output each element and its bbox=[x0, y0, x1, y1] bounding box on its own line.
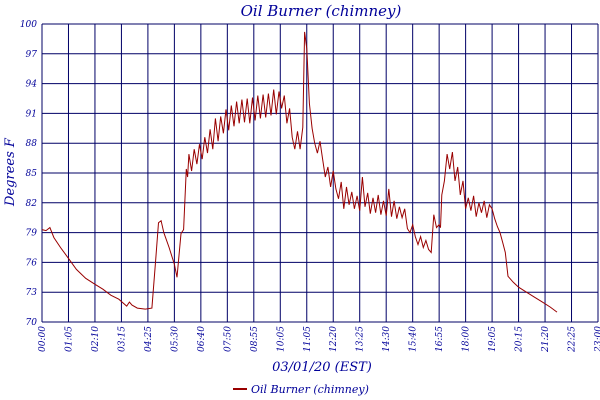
x-tick-label: 02:10 bbox=[91, 326, 101, 352]
x-tick-label: 16:55 bbox=[435, 326, 445, 352]
x-tick-label: 18:00 bbox=[462, 326, 472, 352]
y-tick-label: 82 bbox=[26, 199, 38, 209]
x-tick-label: 23:00 bbox=[594, 326, 600, 353]
x-tick-label: 13:25 bbox=[356, 326, 366, 352]
y-axis-label: Degrees F bbox=[3, 137, 18, 207]
legend: Oil Burner (chimney) bbox=[233, 383, 369, 396]
y-tick-label: 97 bbox=[26, 50, 38, 60]
x-tick-label: 04:25 bbox=[144, 326, 154, 352]
y-tick-label: 73 bbox=[26, 288, 38, 298]
y-tick-label: 100 bbox=[20, 20, 37, 30]
x-tick-label: 19:05 bbox=[488, 326, 498, 352]
x-tick-label: 01:05 bbox=[64, 326, 74, 352]
x-tick-label: 08:55 bbox=[250, 326, 260, 352]
x-tick-label: 10:05 bbox=[276, 326, 286, 352]
x-tick-label: 15:40 bbox=[409, 326, 419, 352]
x-tick-label: 12:20 bbox=[329, 326, 339, 352]
x-tick-label: 20:15 bbox=[515, 326, 525, 353]
chart-title: Oil Burner (chimney) bbox=[241, 2, 402, 20]
x-tick-label: 06:40 bbox=[197, 326, 207, 352]
legend-label: Oil Burner (chimney) bbox=[251, 383, 369, 396]
x-tick-label: 14:30 bbox=[382, 326, 392, 352]
y-axis-tick-labels: 70 73 76 79 82 85 88 91 94 97 100 bbox=[20, 20, 37, 328]
x-tick-label: 05:30 bbox=[170, 326, 180, 352]
x-axis-label: 03/01/20 (EST) bbox=[272, 360, 372, 375]
series-line-oil-burner bbox=[41, 31, 558, 313]
y-tick-label: 88 bbox=[26, 139, 38, 149]
x-tick-label: 07:50 bbox=[223, 326, 233, 352]
x-tick-label: 22:25 bbox=[568, 326, 578, 353]
x-axis-tick-labels: 00:00 01:05 02:10 03:15 04:25 05:30 06:40 07:50… bbox=[38, 326, 600, 353]
chart-grid bbox=[41, 23, 599, 323]
x-tick-label: 11:05 bbox=[303, 326, 313, 352]
y-tick-label: 76 bbox=[26, 258, 38, 268]
y-tick-label: 85 bbox=[26, 169, 38, 179]
y-tick-label: 70 bbox=[26, 318, 38, 328]
y-tick-label: 94 bbox=[26, 80, 38, 90]
x-tick-label: 00:00 bbox=[38, 326, 48, 352]
y-tick-label: 91 bbox=[26, 109, 37, 119]
y-tick-label: 79 bbox=[26, 229, 38, 239]
x-tick-label: 21:20 bbox=[541, 326, 551, 353]
x-tick-label: 03:15 bbox=[117, 326, 127, 352]
